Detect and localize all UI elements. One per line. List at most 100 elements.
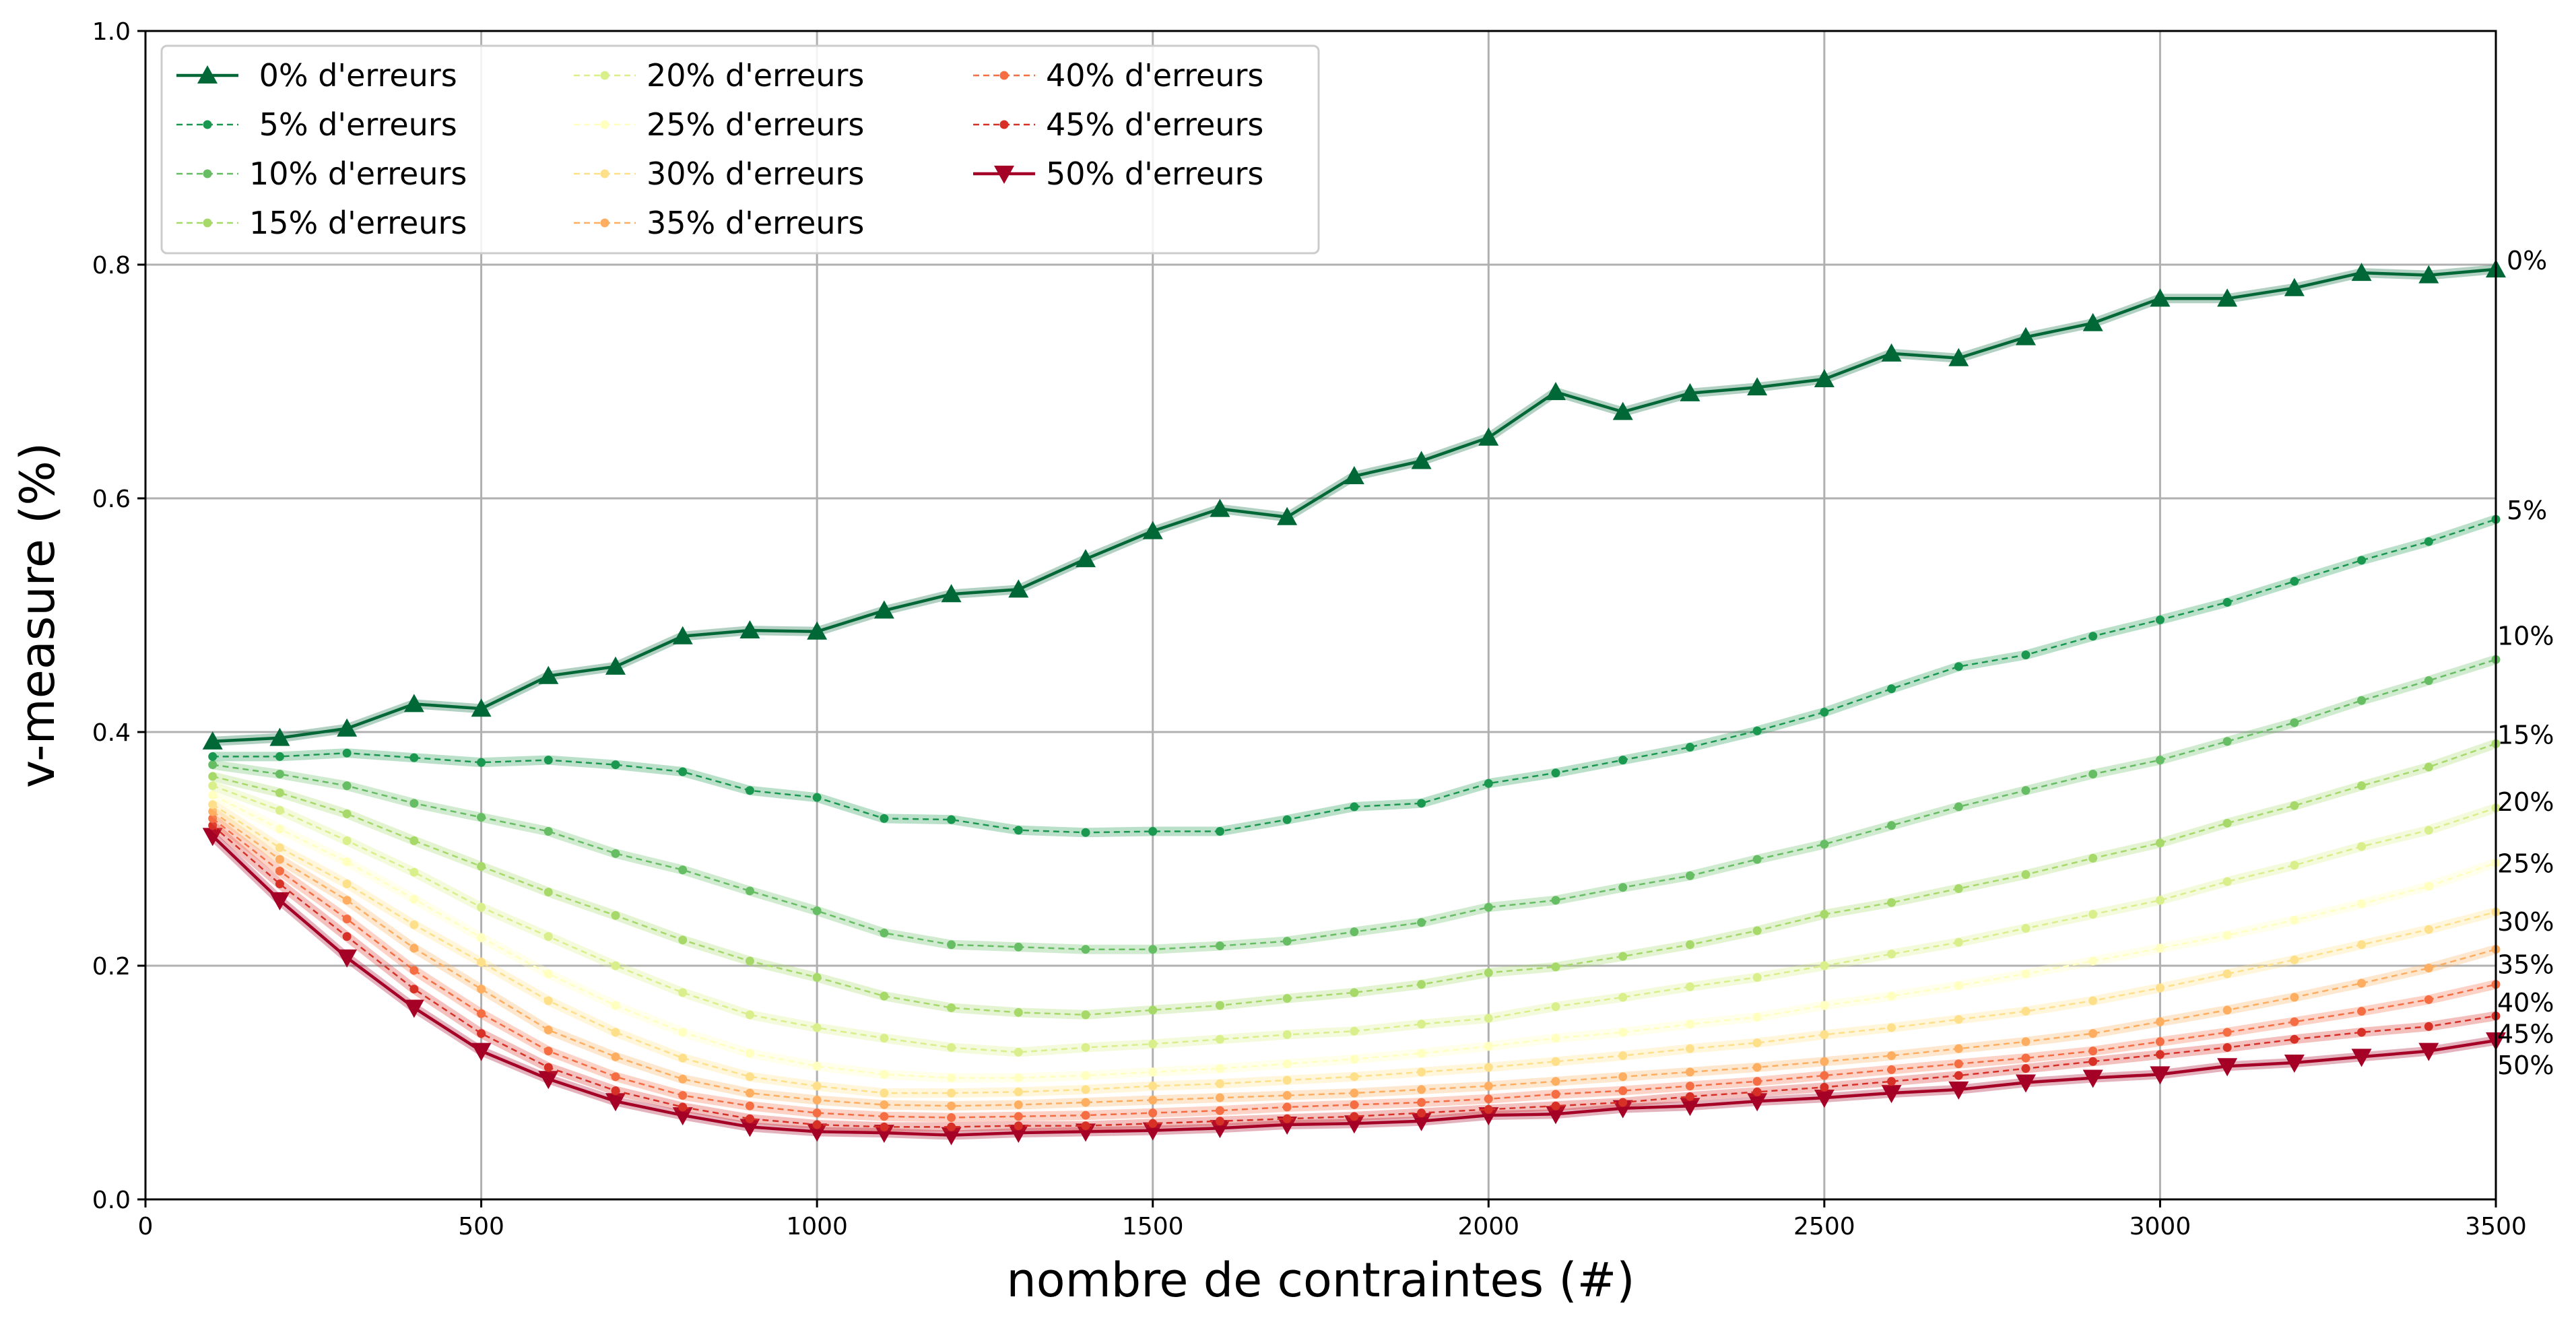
data-point: [1612, 1100, 1633, 1119]
y-tick-label: 0.0: [92, 1187, 131, 1214]
data-point: [678, 1028, 688, 1037]
data-point: [1282, 937, 1292, 946]
data-point: [1484, 1082, 1493, 1091]
data-point: [2290, 718, 2299, 727]
data-point: [2222, 1005, 2232, 1015]
data-point: [1215, 1064, 1224, 1073]
data-point: [611, 1028, 620, 1037]
data-point: [203, 218, 212, 228]
legend-item: 45% d'erreurs: [973, 106, 1263, 143]
data-point: [1680, 1098, 1700, 1117]
data-point: [543, 756, 553, 765]
data-point: [2217, 288, 2238, 307]
data-point: [1350, 1026, 1359, 1036]
data-point: [1215, 1106, 1224, 1115]
data-point: [1215, 1079, 1224, 1088]
data-point: [880, 991, 889, 1001]
data-point: [2290, 1034, 2299, 1044]
data-point: [947, 1042, 956, 1052]
data-point: [1148, 1067, 1158, 1077]
data-point: [1887, 821, 1896, 830]
data-point: [1618, 952, 1628, 961]
data-point: [1820, 1057, 1829, 1066]
data-point: [1417, 980, 1426, 989]
x-tick-label: 3000: [2129, 1213, 2191, 1240]
axis-ticks: 0 500 1000 1500 2000 2500 3000 3500 0.0 0.2 0.4 0.6…: [92, 18, 2527, 1240]
data-point: [275, 880, 284, 889]
data-point: [1948, 1081, 1969, 1100]
series-end-label: 20%: [2497, 787, 2554, 817]
legend-item: 5% d'erreurs: [176, 106, 457, 143]
data-point: [947, 940, 956, 950]
data-point: [1478, 427, 1499, 446]
data-point: [342, 896, 352, 905]
data-point: [208, 807, 218, 816]
data-point: [1820, 1082, 1829, 1092]
data-point: [812, 1108, 822, 1118]
legend-item: 20% d'erreurs: [574, 57, 864, 94]
data-point: [2088, 996, 2098, 1005]
data-point: [611, 961, 620, 970]
data-point: [208, 814, 218, 823]
series-10: [202, 828, 2506, 1146]
data-point: [611, 1072, 620, 1082]
data-point: [678, 935, 688, 945]
data-point: [275, 805, 284, 815]
data-point: [678, 767, 688, 776]
data-point: [1081, 1110, 1090, 1120]
data-point: [197, 65, 218, 84]
data-point: [1820, 840, 1829, 849]
data-point: [1752, 1012, 1762, 1022]
data-point: [2088, 1057, 2098, 1066]
data-point: [999, 120, 1009, 129]
series-3: [208, 739, 2501, 1020]
data-point: [1752, 972, 1762, 982]
data-point: [1008, 1125, 1029, 1143]
data-point: [1148, 1082, 1158, 1091]
data-point: [342, 809, 352, 818]
data-point: [2357, 940, 2367, 950]
data-point: [1551, 962, 1560, 972]
legend-item: 40% d'erreurs: [973, 57, 1263, 94]
data-point: [1618, 1072, 1628, 1082]
data-point: [611, 1086, 620, 1096]
data-point: [2021, 1037, 2030, 1047]
data-point: [1887, 1051, 1896, 1061]
data-point: [342, 748, 352, 758]
data-point: [2088, 956, 2098, 966]
data-point: [403, 999, 424, 1018]
legend-item: 30% d'erreurs: [574, 156, 864, 192]
data-point: [1417, 1108, 1426, 1118]
data-point: [2150, 1066, 2171, 1085]
data-point: [409, 836, 419, 845]
data-point: [203, 120, 212, 129]
data-point: [1685, 1082, 1694, 1091]
data-point: [1350, 1088, 1359, 1098]
data-point: [745, 1049, 754, 1058]
data-point: [672, 626, 693, 644]
data-point: [2021, 969, 2030, 979]
data-point: [1148, 1108, 1158, 1118]
legend-box: [160, 44, 1320, 255]
data-point: [807, 1123, 828, 1142]
data-point: [2021, 650, 2030, 659]
data-point: [1148, 826, 1158, 836]
data-point: [2155, 756, 2165, 765]
data-point: [1081, 1121, 1090, 1131]
data-point: [1014, 1087, 1023, 1096]
data-point: [880, 1112, 889, 1121]
data-point: [678, 1102, 688, 1112]
data-point: [1350, 988, 1359, 997]
data-point: [1350, 802, 1359, 811]
y-tick-label: 0.8: [92, 252, 131, 279]
x-tick-label: 2000: [1457, 1213, 1519, 1240]
data-point: [543, 826, 553, 836]
data-point: [1417, 1020, 1426, 1029]
data-point: [275, 824, 284, 834]
data-point: [1344, 466, 1364, 485]
series-end-label: 15%: [2497, 720, 2554, 750]
data-point: [880, 1088, 889, 1098]
data-point: [745, 786, 754, 795]
data-point: [543, 932, 553, 941]
